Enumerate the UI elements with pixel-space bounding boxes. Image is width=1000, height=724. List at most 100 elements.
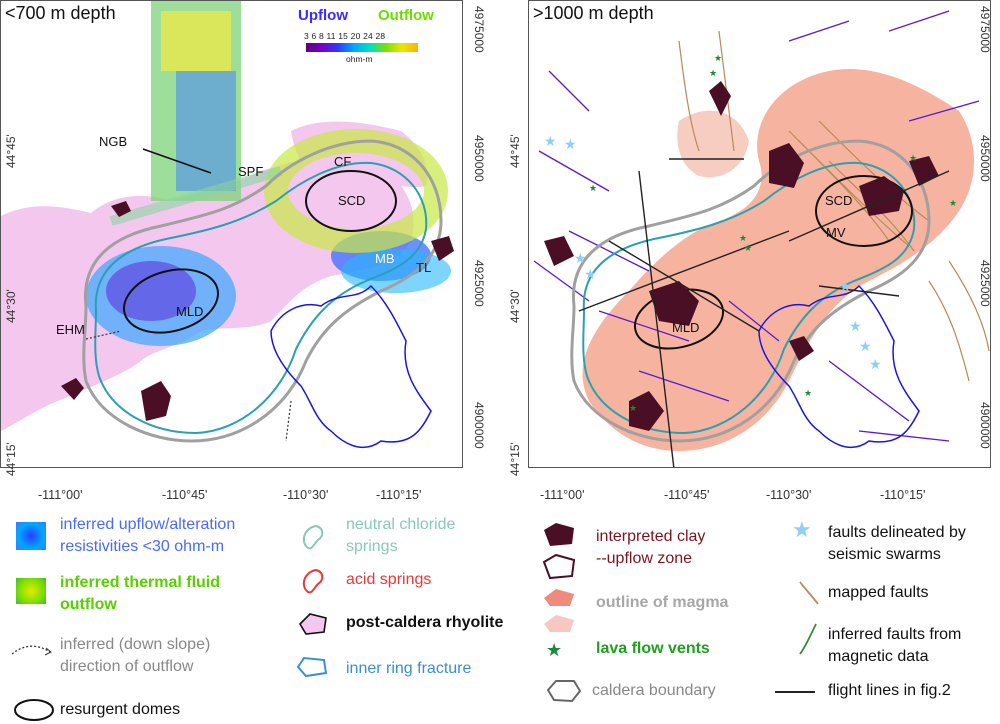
lon-tick-left-2: -110°45' <box>162 488 208 502</box>
legend-chloride-line1: neutral chloride <box>346 516 456 533</box>
label-spf: SPF <box>238 164 264 179</box>
svg-text:★: ★ <box>804 389 812 399</box>
northing-tick-right-2: 4950000 <box>978 135 992 182</box>
northing-tick-left-3: 4925000 <box>472 260 486 307</box>
legend-vent-icon: ★ <box>546 640 563 661</box>
legend-clay-line1: interpreted clay <box>596 528 706 545</box>
clay-bodies <box>544 81 939 431</box>
legend-seismic-line1: faults delineated by <box>828 524 966 541</box>
legend-ring-icon <box>296 656 328 678</box>
legend-direction-line1: inferred (down slope) <box>60 636 211 653</box>
resurgent-dome-mld <box>122 268 220 334</box>
label-scd-right: SCD <box>825 193 853 208</box>
legend-magma: outline of magma <box>596 594 729 611</box>
svg-text:★: ★ <box>909 154 917 164</box>
legend-magnetic: inferred faults from magnetic data <box>828 624 961 668</box>
legend-direction: inferred (down slope) direction of outfl… <box>60 634 210 678</box>
legend-mapped-faults: mapped faults <box>828 584 929 601</box>
lat-tick-left-3: 44°15' <box>4 442 18 476</box>
label-mb: MB <box>375 251 395 266</box>
colorbar-upflow-label: Upflow <box>298 7 348 24</box>
lake-outline <box>270 284 432 449</box>
lon-tick-right-3: -110°30' <box>766 488 812 502</box>
colorbar-ticks: 3 6 8 11 15 20 24 28 <box>304 31 386 41</box>
svg-text:★: ★ <box>869 357 882 373</box>
northing-tick-right-3: 4925000 <box>978 260 992 307</box>
magma-outline <box>582 69 974 451</box>
legend-acid-icon <box>302 568 324 594</box>
legend-upflow: inferred upflow/alteration resistivities… <box>60 514 235 558</box>
northing-tick-right-1: 4975000 <box>978 6 992 53</box>
lat-tick-right-1: 44°45' <box>508 134 522 168</box>
svg-text:★: ★ <box>564 137 577 153</box>
svg-text:★: ★ <box>709 69 717 79</box>
right-map-title: >1000 m depth <box>533 3 654 23</box>
legend-direction-line2: direction of outflow <box>60 658 194 675</box>
svg-text:★: ★ <box>544 134 557 150</box>
northing-tick-left-1: 4975000 <box>472 6 486 53</box>
lava-vents: ★ ★ ★ ★ ★ ★ ★ ★ ★ <box>589 54 957 414</box>
svg-text:★: ★ <box>949 199 957 209</box>
legend-acid: acid springs <box>346 571 432 588</box>
seismic-stars: ★ ★ ★★ ★★★★ <box>544 134 882 373</box>
map-left-shallow: <700 m depth Upflow Outflow 3 6 8 11 15 … <box>0 0 463 468</box>
caldera-boundary-right <box>570 139 931 443</box>
legend-chloride: neutral chloride springs <box>346 514 455 558</box>
svg-text:★: ★ <box>849 319 862 335</box>
svg-text:★: ★ <box>629 404 637 414</box>
dome-scd-right <box>815 175 913 247</box>
lat-tick-right-3: 44°15' <box>508 442 522 476</box>
legend-ring: inner ring fracture <box>346 660 472 677</box>
legend-magnetic-faults-icon <box>799 623 817 655</box>
legend-domes: resurgent domes <box>60 701 181 718</box>
legend-magma-icon <box>544 589 574 606</box>
label-ehm: EHM <box>56 322 85 337</box>
legend-clay-line2: --upflow zone <box>596 550 693 567</box>
legend-seismic-icon: ★ <box>792 518 812 543</box>
legend-outflow-swatch <box>16 578 46 604</box>
northing-tick-right-4: 4900000 <box>978 402 992 449</box>
legend-rhyolite-icon <box>298 613 327 635</box>
lon-tick-right-2: -110°45' <box>664 488 710 502</box>
legend-caldera: caldera boundary <box>592 682 716 699</box>
flight-lines <box>578 158 950 467</box>
map-left-canvas <box>1 1 454 449</box>
legend-caldera-icon <box>546 680 582 703</box>
legend-flight-lines: flight lines in fig.2 <box>828 682 951 699</box>
legend-clay: interpreted clay --upflow zone <box>596 526 705 570</box>
caldera-boundary <box>82 139 443 443</box>
legend-seismic-line2: seismic swarms <box>828 546 941 563</box>
lon-tick-left-4: -110°15' <box>376 488 422 502</box>
label-scd-left: SCD <box>338 193 366 208</box>
label-mv: MV <box>826 225 846 240</box>
lon-tick-left-1: -111°00' <box>38 488 83 502</box>
legend-outflow: inferred thermal fluid outflow <box>60 572 220 616</box>
colorbar-outflow-label: Outflow <box>378 7 434 24</box>
legend-upflow-zone-icon <box>542 553 576 580</box>
lon-tick-right-1: -111°00' <box>540 488 585 502</box>
legend-magma-light-icon <box>544 615 574 632</box>
northing-tick-left-2: 4950000 <box>472 135 486 182</box>
svg-text:★: ★ <box>859 339 872 355</box>
legend-outflow-line1: inferred thermal fluid <box>60 574 221 591</box>
resurgent-dome-scd <box>305 170 397 232</box>
legend-seismic: faults delineated by seismic swarms <box>828 522 966 566</box>
legend-magnetic-line2: magnetic data <box>828 648 929 665</box>
svg-text:★: ★ <box>574 251 587 267</box>
map-right-canvas: ★ ★ ★★ ★★★★ ★★★ ★★★ ★★★ <box>533 10 990 467</box>
legend-chloride-line2: springs <box>346 538 398 555</box>
legend-outflow-line2: outflow <box>60 596 117 613</box>
legend-upflow-line1: inferred upflow/alteration <box>60 516 236 533</box>
legend-dome-icon <box>14 699 54 721</box>
label-ngb: NGB <box>99 134 128 149</box>
lon-tick-right-4: -110°15' <box>880 488 926 502</box>
svg-text:★: ★ <box>839 279 852 295</box>
legend-rhyolite: post-caldera rhyolite <box>346 614 504 631</box>
legend-magnetic-line1: inferred faults from <box>828 626 962 643</box>
northing-tick-left-4: 4900000 <box>472 402 486 449</box>
inner-ring-fracture <box>94 161 428 435</box>
colorbar-gradient <box>306 43 418 52</box>
map-right-deep: ★ ★ ★ ★ ★ ★ ★ ★ ★ ★ ★ ★ ★ ★ ★ ★ ★ >1000 m depth SCD… <box>528 0 991 468</box>
legend-vents: lava flow vents <box>596 640 710 657</box>
lat-tick-right-2: 44°30' <box>508 289 522 323</box>
